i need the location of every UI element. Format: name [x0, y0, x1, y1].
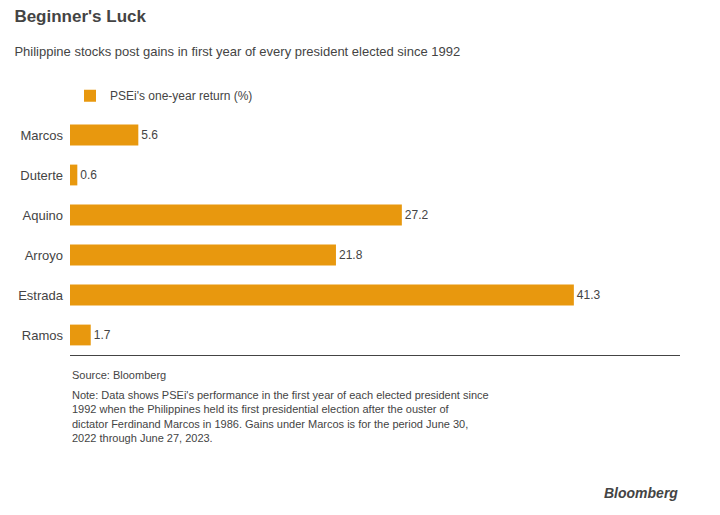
svg-text:0.6: 0.6 — [80, 168, 97, 182]
svg-text:21.8: 21.8 — [339, 248, 363, 262]
svg-text:Note: Data shows PSEi's perfor: Note: Data shows PSEi's performance in t… — [72, 389, 489, 444]
svg-text:1.7: 1.7 — [94, 328, 111, 342]
svg-text:Beginner's Luck: Beginner's Luck — [14, 7, 146, 26]
svg-text:Marcos: Marcos — [20, 128, 63, 143]
svg-text:Philippine stocks post gains i: Philippine stocks post gains in first ye… — [14, 44, 460, 59]
svg-text:PSEi's one-year return (%): PSEi's one-year return (%) — [110, 89, 252, 103]
svg-text:Duterte: Duterte — [20, 168, 63, 183]
svg-text:41.3: 41.3 — [577, 288, 601, 302]
svg-text:27.2: 27.2 — [405, 208, 429, 222]
svg-text:Arroyo: Arroyo — [25, 248, 63, 263]
svg-text:Bloomberg: Bloomberg — [604, 485, 678, 501]
svg-text:5.6: 5.6 — [141, 128, 158, 142]
svg-text:Source: Bloomberg: Source: Bloomberg — [72, 369, 166, 381]
svg-text:Aquino: Aquino — [23, 208, 63, 223]
svg-text:Estrada: Estrada — [18, 288, 64, 303]
svg-text:Ramos: Ramos — [22, 328, 64, 343]
